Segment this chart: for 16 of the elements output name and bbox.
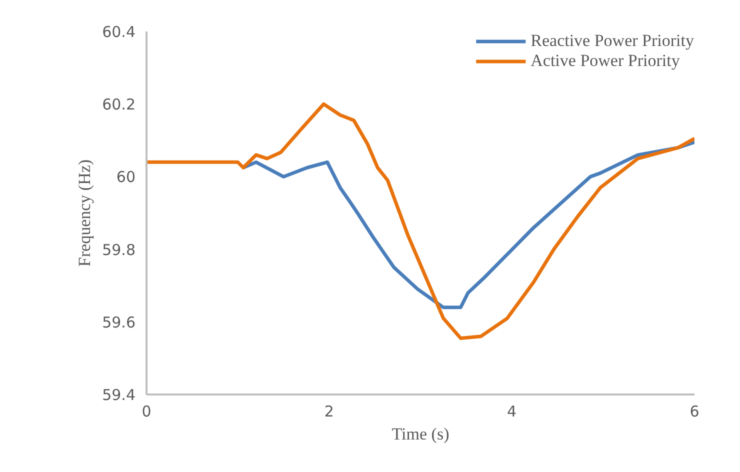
legend-label: Active Power Priority xyxy=(530,51,680,71)
y-tick-label: 59.6 xyxy=(102,313,136,332)
line-series xyxy=(146,102,694,340)
y-tick-label: 60.2 xyxy=(102,96,136,114)
y-tick-label: 60.4 xyxy=(102,23,136,41)
line-series xyxy=(242,140,694,310)
x-tick-label: 0 xyxy=(142,402,152,420)
y-tick-label: 59.4 xyxy=(102,386,136,404)
x-tick-label: 2 xyxy=(324,402,334,420)
x-axis-title: Time (s) xyxy=(392,424,450,444)
x-tick-label: 6 xyxy=(690,402,700,420)
y-tick-label: 60 xyxy=(116,168,136,186)
y-axis-title: Frequency (Hz) xyxy=(75,159,94,267)
y-tick-label: 59.8 xyxy=(102,240,136,259)
x-tick-label: 4 xyxy=(507,402,517,420)
legend-label: Reactive Power Priority xyxy=(530,31,694,51)
